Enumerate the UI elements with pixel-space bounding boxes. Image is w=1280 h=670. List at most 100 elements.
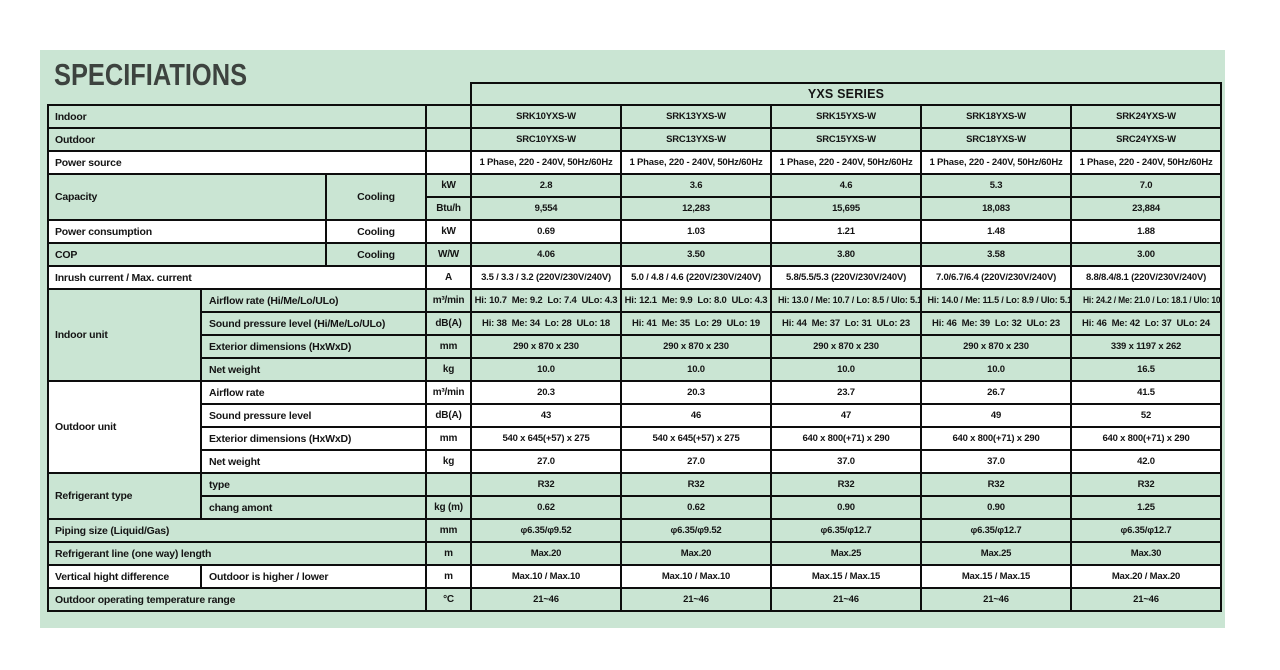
value-cell: 0.62 [620, 495, 772, 520]
unit-cell [425, 127, 472, 152]
unit-cell: °C [425, 587, 472, 612]
value-cell: 20.3 [470, 380, 622, 405]
value-cell: 1 Phase, 220 - 240V, 50Hz/60Hz [770, 150, 922, 175]
mode-label: Cooling [325, 242, 427, 267]
unit-cell: A [425, 265, 472, 290]
model-cell: SRC13YXS-W [620, 127, 772, 152]
value-cell: 47 [770, 403, 922, 428]
unit-cell [425, 150, 472, 175]
row-outdoor-airflow: Outdoor unit Airflow rate m³/min 20.3 20… [47, 380, 1222, 474]
row-label: Capacity [47, 173, 327, 221]
unit-cell [425, 472, 472, 497]
value-cell: 1.88 [1070, 219, 1222, 244]
sub-label: Airflow rate [200, 380, 427, 405]
value-cell: 41.5 [1070, 380, 1222, 405]
value-cell: Hi: 46 Me: 39 Lo: 32 ULo: 23 [920, 311, 1072, 336]
value-cell: Max.20 [620, 541, 772, 566]
row-outdoor-dimensions: Exterior dimensions (HxWxD) mm 540 x 645… [48, 426, 1222, 451]
value-cell: R32 [770, 472, 922, 497]
value-cell: 3.58 [920, 242, 1072, 267]
unit-cell: kg [425, 357, 472, 382]
row-label: Outdoor unit [47, 380, 202, 474]
value-cell: Max.10 / Max.10 [470, 564, 622, 589]
value-cell: 23,884 [1070, 196, 1222, 221]
value-cell: Max.15 / Max.15 [920, 564, 1072, 589]
series-header-row: YXS SERIES [48, 82, 1222, 106]
value-cell: 7.0/6.7/6.4 (220V/230V/240V) [920, 265, 1072, 290]
page-title: SPECIFIATIONS [54, 57, 248, 92]
unit-cell [425, 104, 472, 129]
row-label: Vertical hight difference [47, 564, 202, 589]
value-cell: 4.06 [470, 242, 622, 267]
unit-cell: Btu/h [425, 196, 472, 221]
value-cell: 52 [1070, 403, 1222, 428]
model-cell: SRK24YXS-W [1070, 104, 1222, 129]
value-cell: φ6.35/φ9.52 [620, 518, 772, 543]
value-cell: R32 [470, 472, 622, 497]
row-label: Power consumption [47, 219, 327, 244]
value-cell: 7.0 [1070, 173, 1222, 198]
value-cell: 49 [920, 403, 1072, 428]
value-cell: 26.7 [920, 380, 1072, 405]
value-cell: φ6.35/φ12.7 [920, 518, 1072, 543]
value-cell: Hi: 14.0 / Me: 11.5 / Lo: 8.9 / Ulo: 5.1 [920, 288, 1072, 313]
row-label: Inrush current / Max. current [47, 265, 427, 290]
unit-cell: dB(A) [425, 311, 472, 336]
value-cell: 3.50 [620, 242, 772, 267]
value-cell: 23.7 [770, 380, 922, 405]
sub-label: Outdoor is higher / lower [200, 564, 427, 589]
sub-label: Exterior dimensions (HxWxD) [200, 334, 427, 359]
value-cell: 0.62 [470, 495, 622, 520]
value-cell: 5.8/5.5/5.3 (220V/230V/240V) [770, 265, 922, 290]
row-outdoor-sound: Sound pressure level dB(A) 43 46 47 49 5… [48, 403, 1222, 428]
value-cell: 0.69 [470, 219, 622, 244]
value-cell: 21~46 [470, 587, 622, 612]
value-cell: 640 x 800(+71) x 290 [920, 426, 1072, 451]
value-cell: 37.0 [920, 449, 1072, 474]
row-operating-temp: Outdoor operating temperature range °C 2… [47, 587, 1222, 612]
row-piping-size: Piping size (Liquid/Gas) mm φ6.35/φ9.52 … [47, 518, 1222, 543]
value-cell: 21~46 [770, 587, 922, 612]
value-cell: 21~46 [620, 587, 772, 612]
value-cell: R32 [620, 472, 772, 497]
sub-label: Net weight [200, 449, 427, 474]
row-power-consumption: Power consumption Cooling kW 0.69 1.03 1… [47, 219, 1222, 244]
row-indoor-weight: Net weight kg 10.0 10.0 10.0 10.0 16.5 [48, 357, 1222, 382]
row-label: Refrigerant line (one way) length [47, 541, 427, 566]
value-cell: 1.25 [1070, 495, 1222, 520]
value-cell: 0.90 [920, 495, 1072, 520]
unit-cell: m³/min [425, 380, 472, 405]
row-outdoor-models: Outdoor SRC10YXS-W SRC13YXS-W SRC15YXS-W… [47, 127, 1222, 152]
row-indoor-dimensions: Exterior dimensions (HxWxD) mm 290 x 870… [48, 334, 1222, 359]
value-cell: Max.10 / Max.10 [620, 564, 772, 589]
row-inrush-current: Inrush current / Max. current A 3.5 / 3.… [47, 265, 1222, 290]
value-cell: 540 x 645(+57) x 275 [470, 426, 622, 451]
value-cell: 640 x 800(+71) x 290 [1070, 426, 1222, 451]
row-refrigerant-type: Refrigerant type type R32 R32 R32 R32 R3… [47, 472, 1222, 520]
value-cell: Max.30 [1070, 541, 1222, 566]
value-cell: 1 Phase, 220 - 240V, 50Hz/60Hz [920, 150, 1072, 175]
value-cell: Hi: 13.0 / Me: 10.7 / Lo: 8.5 / Ulo: 5.1 [770, 288, 922, 313]
value-cell: 3.5 / 3.3 / 3.2 (220V/230V/240V) [470, 265, 622, 290]
unit-cell: m [425, 564, 472, 589]
model-cell: SRK18YXS-W [920, 104, 1072, 129]
value-cell: Max.15 / Max.15 [770, 564, 922, 589]
value-cell: 3.80 [770, 242, 922, 267]
row-refrigerant-charge: chang amont kg (m) 0.62 0.62 0.90 0.90 1… [48, 495, 1222, 520]
row-power-source: Power source 1 Phase, 220 - 240V, 50Hz/6… [47, 150, 1222, 175]
value-cell: φ6.35/φ12.7 [770, 518, 922, 543]
sub-label: Exterior dimensions (HxWxD) [200, 426, 427, 451]
unit-cell: kg (m) [425, 495, 472, 520]
value-cell: 10.0 [620, 357, 772, 382]
value-cell: 21~46 [1070, 587, 1222, 612]
unit-cell: m³/min [425, 288, 472, 313]
value-cell: 20.3 [620, 380, 772, 405]
row-capacity-kw: Capacity Cooling kW 2.8 3.6 4.6 5.3 7.0 [47, 173, 1222, 221]
unit-cell: mm [425, 426, 472, 451]
row-indoor-airflow: Indoor unit Airflow rate (Hi/Me/Lo/ULo) … [47, 288, 1222, 382]
value-cell: 5.3 [920, 173, 1072, 198]
value-cell: Hi: 44 Me: 37 Lo: 31 ULo: 23 [770, 311, 922, 336]
mode-label: Cooling [325, 173, 427, 221]
value-cell: Max.20 / Max.20 [1070, 564, 1222, 589]
model-cell: SRK13YXS-W [620, 104, 772, 129]
